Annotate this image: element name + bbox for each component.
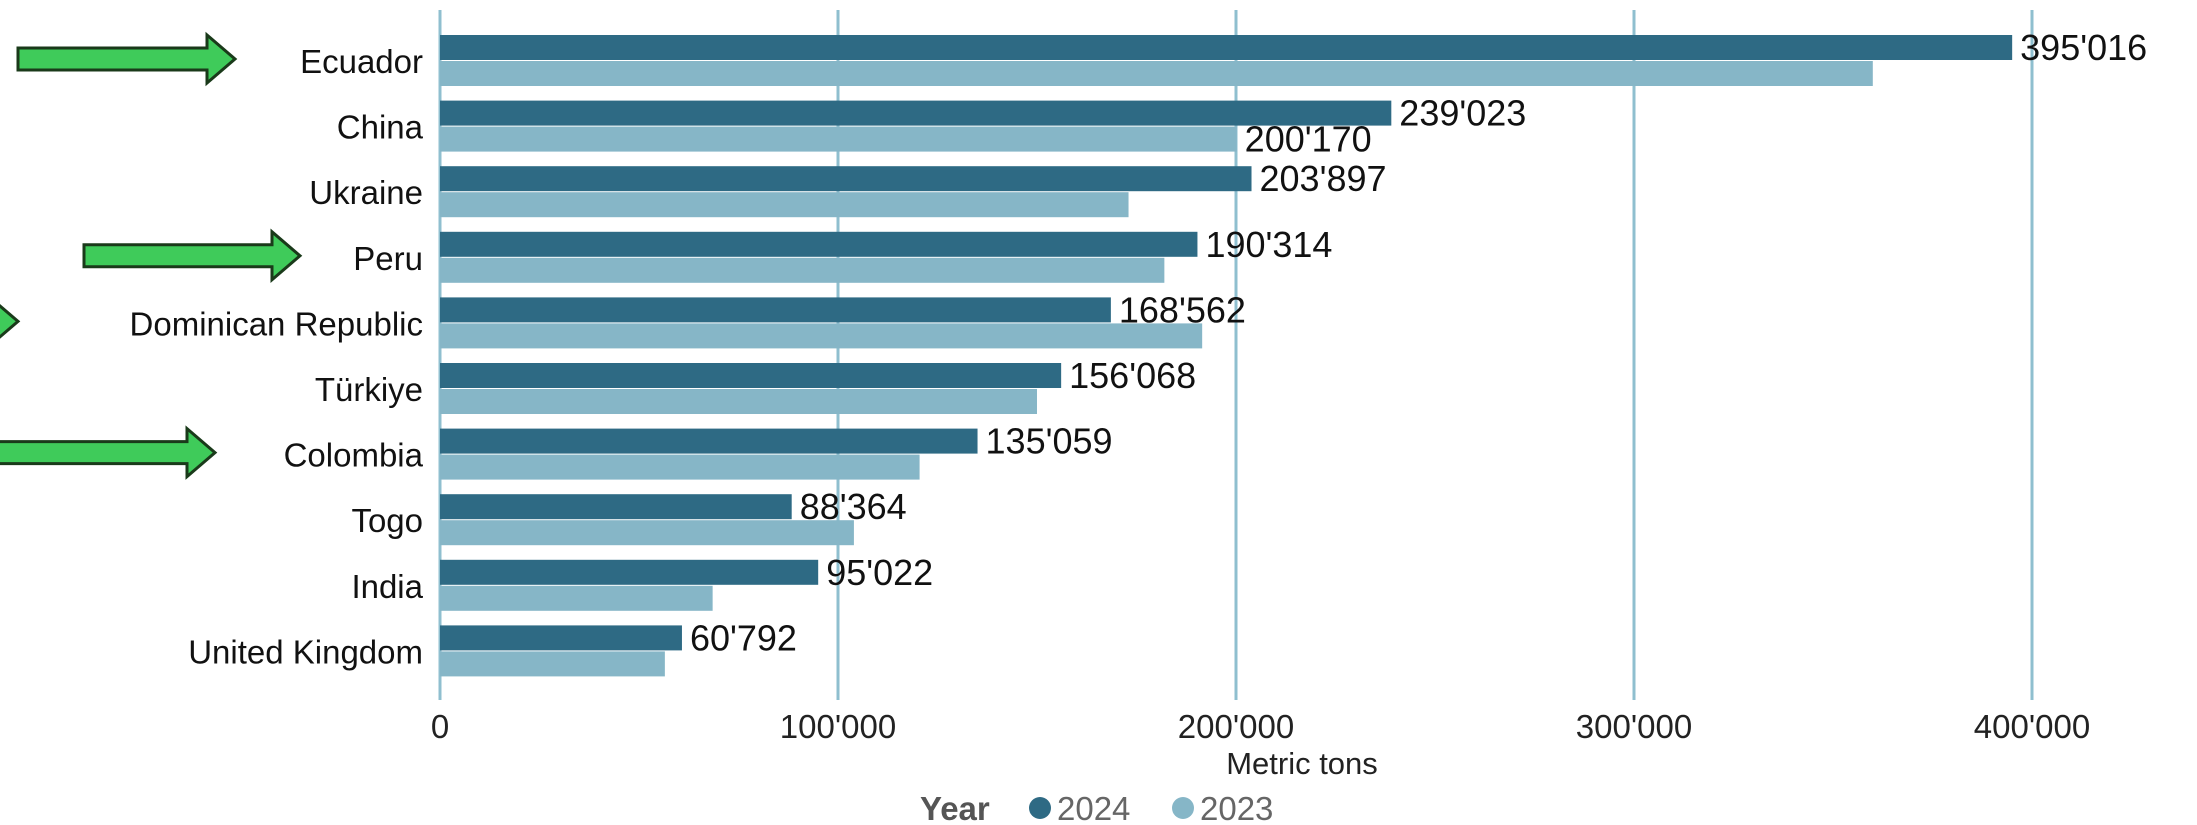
arrow-icon [0,303,21,339]
data-label-2024: 203'897 [1260,158,1387,199]
legend-marker-2023 [1172,797,1194,819]
data-label-2024: 168'562 [1119,289,1246,330]
x-axis-title: Metric tons [1226,746,1378,781]
bar-2023-ukraine [440,192,1129,218]
bar-2023-colombia [440,454,920,480]
bar-2023-china [440,126,1237,152]
legend: Year 2024 2023 [920,790,1273,825]
bar-2024-togo [440,494,792,520]
data-label-2024: 135'059 [986,421,1113,462]
data-label-2024: 95'022 [826,552,933,593]
bar-2024-china [440,100,1392,126]
data-label-2023: 200'170 [1245,119,1372,160]
bars [440,35,2013,677]
data-label-2024: 395'016 [2020,27,2147,68]
annotation-arrows [0,31,303,480]
bar-2023-india [440,585,713,611]
category-label: United Kingdom [188,633,423,670]
bar-2024-colombia [440,428,978,454]
bar-2024-india [440,559,819,585]
bar-2023-ecuador [440,61,1873,86]
arrow-icon [0,425,218,480]
bar-2023-togo [440,520,854,546]
data-label-2024: 156'068 [1069,355,1196,396]
data-label-2024: 88'364 [800,486,907,527]
bar-2024-ecuador [440,35,2013,60]
category-label: Colombia [284,437,424,474]
category-labels: Ecuador China Ukraine Peru Dominican Republi… [130,43,424,670]
category-label: Togo [351,502,423,539]
bar-2023-united-kingdom [440,651,665,677]
data-labels: 395'016 239'023 203'897 190'314 168'562 156'0… [690,27,2147,658]
x-tick-label: 100'000 [780,708,896,745]
bar-2024-türkiye [440,363,1062,388]
legend-label-2024: 2024 [1057,790,1130,825]
bar-2023-peru [440,257,1165,283]
legend-marker-2024 [1029,797,1051,819]
category-label: Türkiye [315,371,423,408]
x-tick-label: 0 [431,708,449,745]
legend-title: Year [920,790,990,825]
x-tick-label: 300'000 [1576,708,1692,745]
x-tick-labels: 0 100'000 200'000 300'000 400'000 [431,708,2090,745]
arrow-icon [16,31,238,87]
category-label: Dominican Republic [130,305,423,342]
legend-label-2023: 2023 [1200,790,1273,825]
x-tick-label: 400'000 [1974,708,2090,745]
data-label-2024: 60'792 [690,617,797,658]
x-tick-label: 200'000 [1178,708,1294,745]
category-label: Peru [353,240,423,277]
bar-2024-dominican-republic [440,297,1111,323]
bar-2024-united-kingdom [440,625,682,651]
category-label: China [337,109,424,146]
category-label: Ukraine [309,174,423,211]
data-label-2024: 239'023 [1399,93,1526,134]
bar-2024-ukraine [440,166,1252,192]
category-label: India [351,568,423,605]
category-label: Ecuador [300,43,423,80]
bar-2024-peru [440,231,1198,257]
bar-2023-dominican-republic [440,323,1203,349]
bar-2023-türkiye [440,389,1037,414]
arrow-icon [82,228,303,284]
data-label-2024: 190'314 [1205,224,1332,265]
